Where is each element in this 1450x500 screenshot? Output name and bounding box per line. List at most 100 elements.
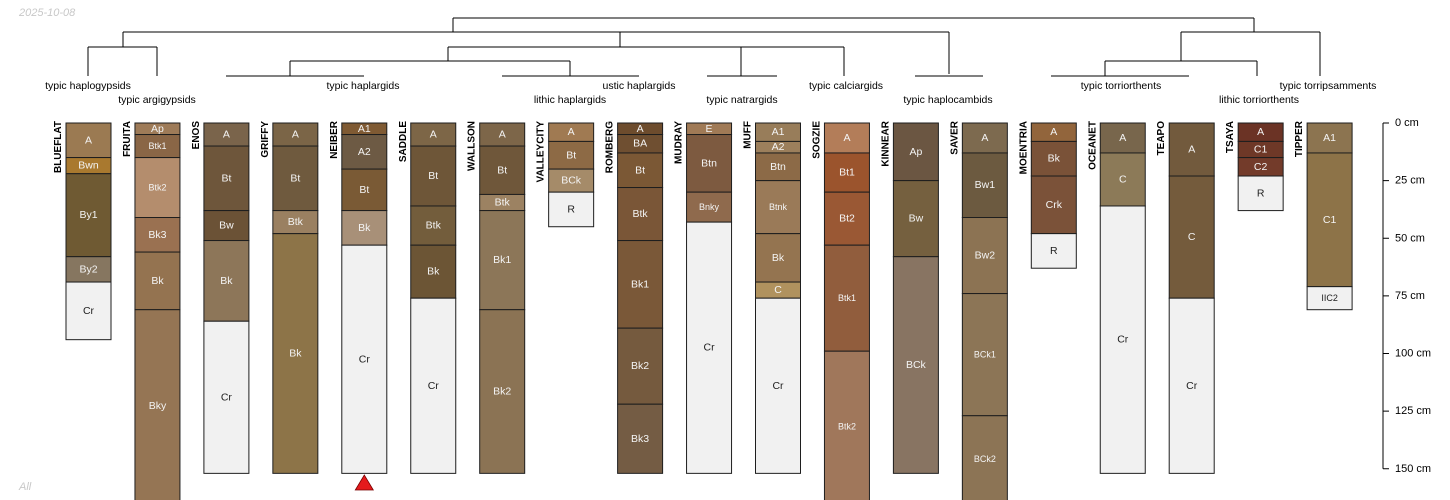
horizon-label: Ap [151,123,164,135]
horizon: Cr [65,281,112,341]
horizon-rect [1030,233,1077,269]
footer-label: All [19,481,32,493]
horizon-rect [134,251,181,311]
horizon-label: Bt [497,164,507,176]
horizon-rect [1099,205,1146,474]
profile-wallson: A Bt Btk Bk1 Bk2 WALLSON [467,121,526,474]
horizon: A2 [341,134,388,170]
taxonomy-group-label: typic natrargids [706,94,777,106]
horizon: A [1030,122,1077,142]
horizon-rect [1099,152,1146,207]
horizon-rect [686,221,733,474]
horizon-label: Cr [1117,334,1129,346]
horizon-label: Btk [426,220,442,232]
horizon-rect [686,191,733,223]
horizon: Btk1 [134,134,181,159]
horizon: Cr [755,297,801,474]
horizon-label: Bk1 [631,278,649,290]
horizon: Bk1 [479,210,526,311]
profile-name: GRIFFY [260,121,271,158]
horizon-label: Bk [220,275,233,287]
taxonomy-group-label: ustic haplargids [603,80,676,92]
horizon: Cr [341,244,388,474]
horizon-label: IIC2 [1321,293,1338,303]
horizon-rect [1306,122,1353,154]
horizon: Bk [410,244,457,299]
horizon: Btk2 [823,350,870,500]
profile-enos: A Bt Bw Bk Cr ENOS [191,121,250,474]
horizon-label: Bk1 [493,254,511,266]
horizon-rect [341,168,388,212]
profile-blueflat: A Bwn By1 By2 Cr BLUEFLAT [53,121,112,341]
profile-name: VALLEYCITY [536,121,547,183]
taxonomy-group-label: typic argigypsids [118,94,196,106]
horizon-label: A2 [772,141,785,153]
profile-kinnear: Ap Bw BCk KINNEAR [880,120,939,474]
depth-tick-label: 100 cm [1395,348,1431,360]
horizon: Bt [272,145,319,212]
horizon-label: Cr [221,391,233,403]
horizon-label: Cr [1186,380,1198,392]
horizon-label: Bk [1048,153,1061,165]
profile-saver: A Bw1 Bw2 BCk1 BCk2 SAVER [949,120,1008,500]
profile-name: OCEANET [1087,121,1098,170]
horizon: A [961,122,1008,154]
horizon-label: Bt [221,172,231,184]
horizon-label: Crk [1046,199,1063,211]
profile-name: BLUEFLAT [53,121,64,173]
horizon-rect [65,256,112,283]
horizon-label: Bt [428,170,438,182]
horizon-rect [617,187,664,242]
profile-teapo: A C Cr TEAPO [1156,121,1215,474]
horizon-label: A [1188,144,1195,156]
horizon-label: Btk [633,208,649,220]
date-label: 2025-10-08 [19,7,76,19]
profile-griffy: A Bt Btk Bk GRIFFY [260,121,319,474]
horizon-label: C [1188,231,1196,243]
horizon-rect [755,180,801,235]
horizon: BCk [548,168,595,193]
horizon: BCk2 [961,415,1008,500]
horizon: A [1099,122,1146,154]
horizon: Bt [410,145,457,207]
horizon-rect [961,217,1008,295]
horizon: Bky [134,309,181,500]
horizon: Bw [203,210,250,242]
horizon: Btk2 [134,157,181,219]
horizon-label: A [430,129,437,141]
horizon: By2 [65,256,112,283]
profile-name: TIPPER [1294,120,1305,157]
horizon-rect [961,293,1008,417]
horizon-label: By2 [79,263,97,275]
horizon-rect [961,415,1008,500]
profile-tipper: A1 C1 IIC2 TIPPER [1294,120,1353,311]
horizon-label: Bk [772,252,785,264]
depth-tick-label: 75 cm [1395,290,1425,302]
profile-name: FRUITA [122,121,133,157]
horizon-label: Bt1 [839,167,855,179]
horizon: Bt [617,152,664,189]
horizon-label: Btn [701,157,717,169]
horizon: Crk [1030,175,1077,235]
depth-tick-label: 150 cm [1395,463,1431,475]
horizon-rect [341,210,388,246]
profile-valleycity: A Bt BCk R VALLEYCITY [536,121,595,228]
dendrogram [87,17,1321,77]
horizon-label: C2 [1254,161,1268,173]
horizon: A1 [341,122,388,136]
horizon-label: A2 [358,146,371,158]
horizon: A2 [755,140,801,154]
horizon: A [1168,122,1215,177]
horizon-rect [548,191,595,228]
horizon: A [410,122,457,147]
horizon-label: A [1119,132,1126,144]
horizon: By1 [65,173,112,258]
profile-name: ENOS [191,121,202,150]
profile-fruita: Ap Btk1 Btk2 Bk3 Bk Bky FRUITA [122,121,181,500]
horizon-label: Btk2 [148,183,166,193]
profile-name: KINNEAR [880,120,891,166]
horizon: Btk [272,210,319,235]
horizon-label: Bw1 [975,179,996,191]
horizon: Bt2 [823,191,870,246]
